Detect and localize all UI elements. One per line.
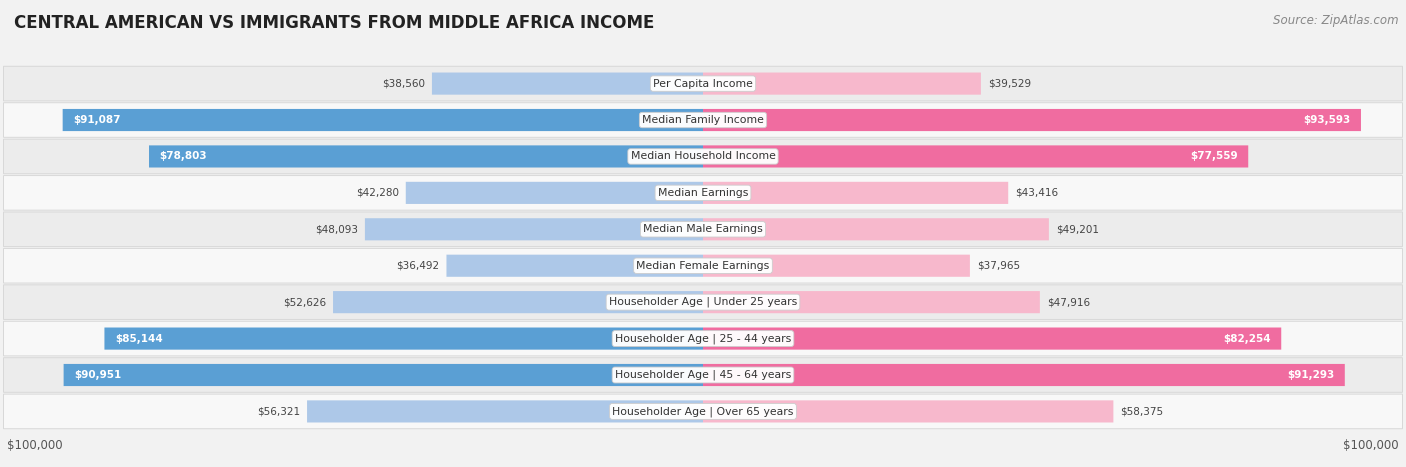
Text: $38,560: $38,560 <box>382 78 425 89</box>
Text: $90,951: $90,951 <box>75 370 121 380</box>
Text: $43,416: $43,416 <box>1015 188 1059 198</box>
FancyBboxPatch shape <box>3 321 1403 356</box>
Text: $100,000: $100,000 <box>1343 439 1399 453</box>
FancyBboxPatch shape <box>3 139 1403 174</box>
FancyBboxPatch shape <box>307 400 703 423</box>
FancyBboxPatch shape <box>432 72 703 95</box>
Text: Median Family Income: Median Family Income <box>643 115 763 125</box>
Text: $58,375: $58,375 <box>1121 406 1164 417</box>
Text: Householder Age | 45 - 64 years: Householder Age | 45 - 64 years <box>614 370 792 380</box>
FancyBboxPatch shape <box>703 255 970 277</box>
FancyBboxPatch shape <box>703 72 981 95</box>
Text: Median Female Earnings: Median Female Earnings <box>637 261 769 271</box>
FancyBboxPatch shape <box>3 212 1403 247</box>
Text: Householder Age | Over 65 years: Householder Age | Over 65 years <box>612 406 794 417</box>
Text: Median Household Income: Median Household Income <box>630 151 776 162</box>
FancyBboxPatch shape <box>149 145 703 168</box>
Text: Householder Age | Under 25 years: Householder Age | Under 25 years <box>609 297 797 307</box>
FancyBboxPatch shape <box>703 145 1249 168</box>
FancyBboxPatch shape <box>703 364 1344 386</box>
Text: $52,626: $52,626 <box>283 297 326 307</box>
Text: Householder Age | 25 - 44 years: Householder Age | 25 - 44 years <box>614 333 792 344</box>
FancyBboxPatch shape <box>703 109 1361 131</box>
FancyBboxPatch shape <box>3 394 1403 429</box>
FancyBboxPatch shape <box>3 285 1403 319</box>
FancyBboxPatch shape <box>3 103 1403 137</box>
FancyBboxPatch shape <box>63 364 703 386</box>
Text: $91,293: $91,293 <box>1286 370 1334 380</box>
Text: CENTRAL AMERICAN VS IMMIGRANTS FROM MIDDLE AFRICA INCOME: CENTRAL AMERICAN VS IMMIGRANTS FROM MIDD… <box>14 14 654 32</box>
FancyBboxPatch shape <box>3 66 1403 101</box>
Text: $37,965: $37,965 <box>977 261 1019 271</box>
FancyBboxPatch shape <box>3 358 1403 392</box>
Text: $77,559: $77,559 <box>1189 151 1237 162</box>
Text: $78,803: $78,803 <box>159 151 207 162</box>
Text: $47,916: $47,916 <box>1047 297 1090 307</box>
Text: $100,000: $100,000 <box>7 439 63 453</box>
FancyBboxPatch shape <box>703 218 1049 241</box>
Text: $49,201: $49,201 <box>1056 224 1099 234</box>
Text: $85,144: $85,144 <box>115 333 163 344</box>
Text: Median Male Earnings: Median Male Earnings <box>643 224 763 234</box>
Text: $93,593: $93,593 <box>1303 115 1350 125</box>
Text: $82,254: $82,254 <box>1223 333 1271 344</box>
Text: Median Earnings: Median Earnings <box>658 188 748 198</box>
Text: $39,529: $39,529 <box>988 78 1031 89</box>
Text: $42,280: $42,280 <box>356 188 399 198</box>
FancyBboxPatch shape <box>3 248 1403 283</box>
FancyBboxPatch shape <box>703 327 1281 350</box>
FancyBboxPatch shape <box>104 327 703 350</box>
FancyBboxPatch shape <box>366 218 703 241</box>
FancyBboxPatch shape <box>63 109 703 131</box>
FancyBboxPatch shape <box>703 291 1040 313</box>
Text: $48,093: $48,093 <box>315 224 359 234</box>
FancyBboxPatch shape <box>447 255 703 277</box>
Text: $36,492: $36,492 <box>396 261 440 271</box>
FancyBboxPatch shape <box>3 176 1403 210</box>
Text: $91,087: $91,087 <box>73 115 121 125</box>
FancyBboxPatch shape <box>703 400 1114 423</box>
Text: Per Capita Income: Per Capita Income <box>652 78 754 89</box>
Text: Source: ZipAtlas.com: Source: ZipAtlas.com <box>1274 14 1399 27</box>
FancyBboxPatch shape <box>406 182 703 204</box>
Text: $56,321: $56,321 <box>257 406 299 417</box>
FancyBboxPatch shape <box>333 291 703 313</box>
FancyBboxPatch shape <box>703 182 1008 204</box>
